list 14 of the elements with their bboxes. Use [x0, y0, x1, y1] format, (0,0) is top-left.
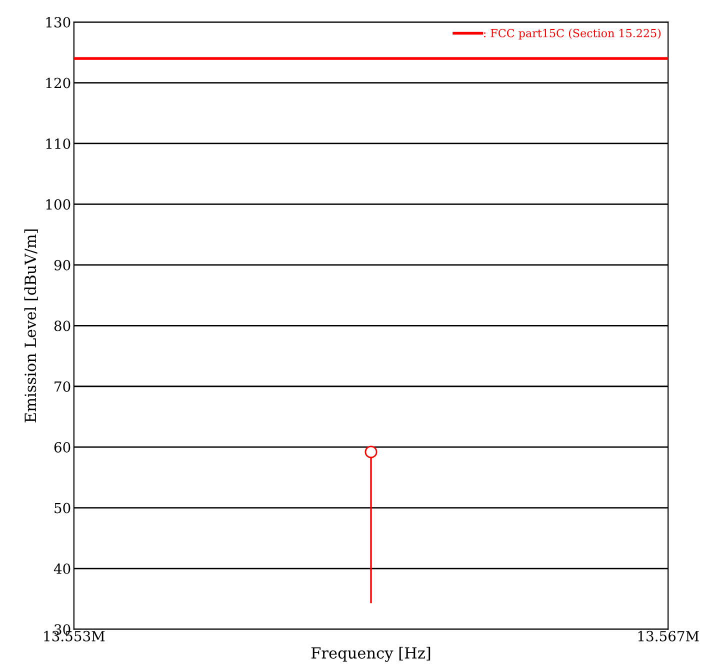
y-tick-label: 100 [46, 199, 70, 210]
y-tick-label: 130 [46, 17, 70, 28]
y-tick-label: 40 [54, 564, 70, 574]
x-axis-title: Frequency [Hz] [311, 646, 430, 662]
y-tick-label: 50 [54, 502, 70, 514]
y-tick-label: 120 [46, 78, 70, 88]
y-tick-label: 90 [54, 260, 70, 270]
y-tick-label: 70 [54, 381, 70, 392]
legend-label: : FCC part15C (Section 15.225) [484, 28, 661, 40]
y-tick-label: 110 [46, 138, 70, 149]
y-tick-label: 80 [54, 320, 70, 332]
y-axis-title: Emission Level [dBuV/m] [24, 229, 38, 422]
y-tick-label: 60 [54, 442, 70, 453]
x-tick-label: 13.567M [638, 630, 699, 642]
